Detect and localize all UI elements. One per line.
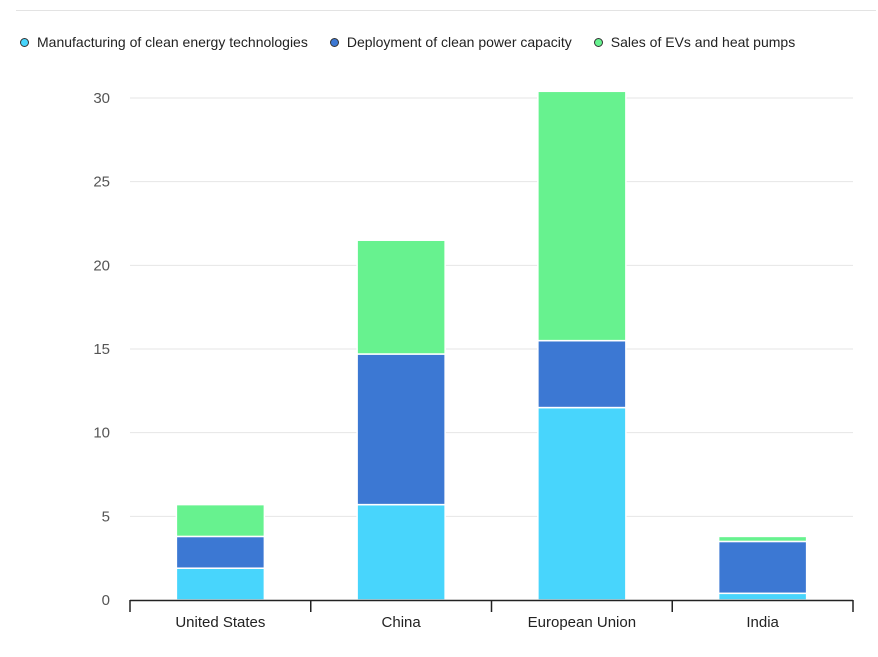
y-tick-label-20: 20 [93,257,110,274]
y-tick-label-30: 30 [93,90,110,107]
legend-marker-manufacturing [20,37,29,47]
bar-manufacturing-2 [537,406,627,601]
bar-manufacturing-3 [717,592,808,601]
legend-item-deployment[interactable]: Deployment of clean power capacity [329,34,572,50]
y-tick-label-15: 15 [93,341,110,358]
top-divider [16,10,876,11]
y-tick-label-10: 10 [93,425,110,442]
bar-deployment-1 [356,353,446,506]
x-tick-label-3: India [746,614,779,631]
legend-label-sales: Sales of EVs and heat pumps [610,34,796,50]
legend-marker-deployment [329,37,339,47]
bar-manufacturing-1 [356,503,446,601]
bar-deployment-3 [717,540,808,595]
legend-marker-sales [593,37,603,47]
x-tick-label-1: China [382,614,422,631]
x-tick-label-0: United States [175,614,265,631]
y-tick-label-25: 25 [93,174,110,191]
legend-label-deployment: Deployment of clean power capacity [346,34,572,50]
bar-manufacturing-0 [175,567,266,601]
bar-sales-1 [356,239,446,355]
y-tick-label-0: 0 [102,592,110,609]
bar-sales-3 [717,535,808,543]
bar-deployment-0 [175,535,266,569]
chart-legend: Manufacturing of clean energy technologi… [20,32,817,52]
bar-sales-2 [537,90,627,342]
x-tick-label-2: European Union [528,614,636,631]
bar-sales-0 [175,503,266,538]
legend-label-manufacturing: Manufacturing of clean energy technologi… [37,34,308,50]
legend-item-sales[interactable]: Sales of EVs and heat pumps [593,34,796,50]
bar-deployment-2 [537,339,627,409]
y-tick-label-5: 5 [102,508,110,525]
legend-item-manufacturing[interactable]: Manufacturing of clean energy technologi… [20,34,308,50]
